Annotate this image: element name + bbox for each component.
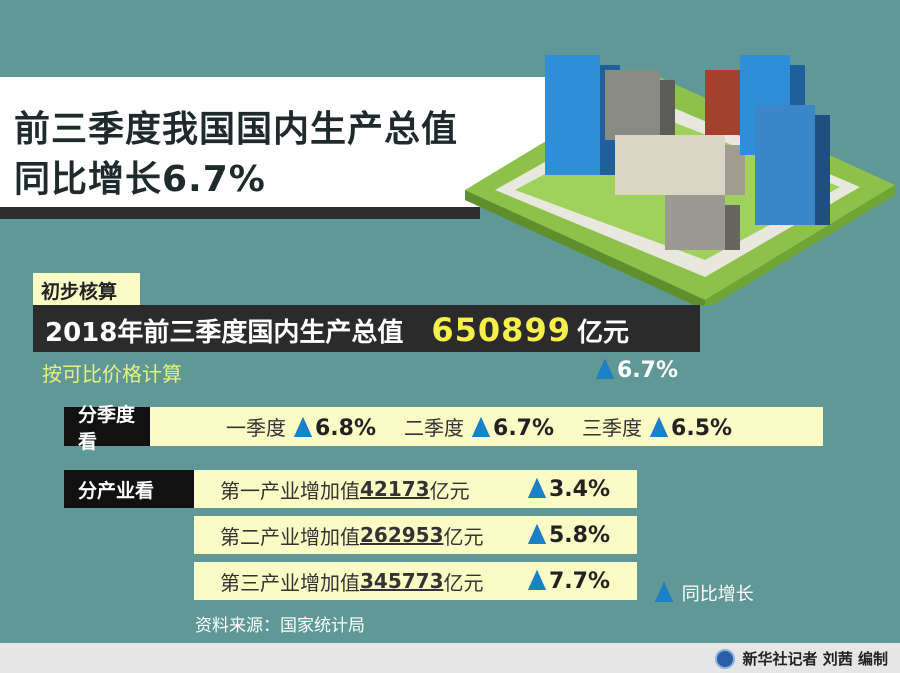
up-triangle-icon	[472, 417, 491, 437]
industry-row: 第二产业增加值 262953 亿元 5.8%	[194, 516, 637, 554]
industry-row: 第三产业增加值 345773 亿元 7.7%	[194, 562, 637, 600]
up-triangle-icon	[528, 569, 546, 590]
up-triangle-icon	[294, 417, 312, 437]
gdp-value: 650899	[431, 311, 571, 349]
city-illustration	[465, 55, 895, 305]
gdp-unit: 亿元	[576, 318, 629, 348]
quarter-label: 分季度看	[64, 404, 150, 453]
quarter-item: 二季度 6.7%	[404, 416, 555, 441]
up-triangle-icon	[655, 582, 673, 602]
quarter-row: 一季度 6.8% 二季度 6.7% 三季度 6.5%	[150, 407, 823, 446]
gdp-growth: 6.7%	[596, 358, 678, 383]
industry-row: 第一产业增加值 42173 亿元 3.4%	[194, 470, 637, 508]
xinhua-logo-icon	[714, 648, 735, 669]
up-triangle-icon	[596, 359, 614, 379]
credit: 新华社记者 刘茜 编制	[714, 648, 888, 669]
industry-label: 分产业看	[64, 470, 194, 508]
up-triangle-icon	[528, 477, 546, 498]
quarter-item: 一季度 6.8%	[226, 416, 377, 441]
quarter-item: 三季度 6.5%	[582, 416, 733, 441]
up-triangle-icon	[528, 523, 546, 544]
title-line-2: 同比增长6.7%	[14, 159, 266, 200]
comparable-price-note: 按可比价格计算	[42, 362, 182, 386]
up-triangle-icon	[650, 417, 669, 437]
gdp-label: 2018年前三季度国内生产总值	[45, 318, 404, 348]
title-underline	[0, 207, 480, 219]
legend: 同比增长	[655, 580, 754, 606]
gdp-bar: 2018年前三季度国内生产总值 650899 亿元	[33, 305, 700, 352]
footer	[0, 643, 900, 673]
preliminary-tag: 初步核算	[33, 273, 140, 305]
data-source: 资料来源：国家统计局	[195, 616, 365, 636]
title-line-1: 前三季度我国国内生产总值	[14, 109, 459, 150]
